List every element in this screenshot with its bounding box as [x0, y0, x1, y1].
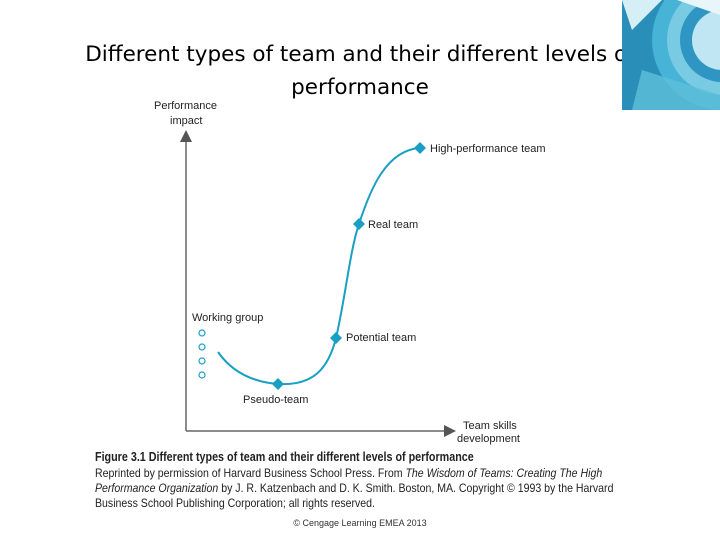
y-axis-label-line1: Performance	[154, 100, 217, 112]
high-performance-team-label: High-performance team	[430, 143, 546, 155]
x-axis-label-line2: development	[457, 433, 520, 445]
x-axis-label-line1: Team skills	[463, 420, 517, 432]
y-axis-label-line2: impact	[170, 115, 202, 127]
caption-title: Figure 3.1 Different types of team and t…	[95, 450, 474, 464]
caption-book-title: The Wisdom of Teams: Creating The High P…	[95, 466, 603, 495]
caption-body: Reprinted by permission of Harvard Busin…	[95, 466, 614, 511]
real-team-marker	[353, 218, 365, 230]
working-group-label: Working group	[192, 312, 263, 324]
potential-team-label: Potential team	[346, 332, 416, 344]
real-team-label: Real team	[368, 219, 418, 231]
caption-body-prefix: Reprinted by permission of Harvard Busin…	[95, 466, 406, 480]
high-performance-team-marker	[414, 142, 426, 154]
copyright-footer: © Cengage Learning EMEA 2013	[293, 518, 427, 528]
slide-title: Different types of team and their differ…	[85, 42, 635, 100]
working-group-bullets	[198, 329, 206, 379]
potential-team-marker	[330, 332, 342, 344]
performance-curve	[217, 147, 421, 386]
figure-caption: Figure 3.1 Different types of team and t…	[95, 450, 655, 511]
decorative-corner-graphic	[622, 0, 720, 110]
pseudo-team-label: Pseudo-team	[243, 394, 308, 406]
caption-body-suffix: by J. R. Katzenbach and D. K. Smith. Bos…	[95, 481, 614, 510]
pseudo-team-marker	[272, 378, 284, 390]
